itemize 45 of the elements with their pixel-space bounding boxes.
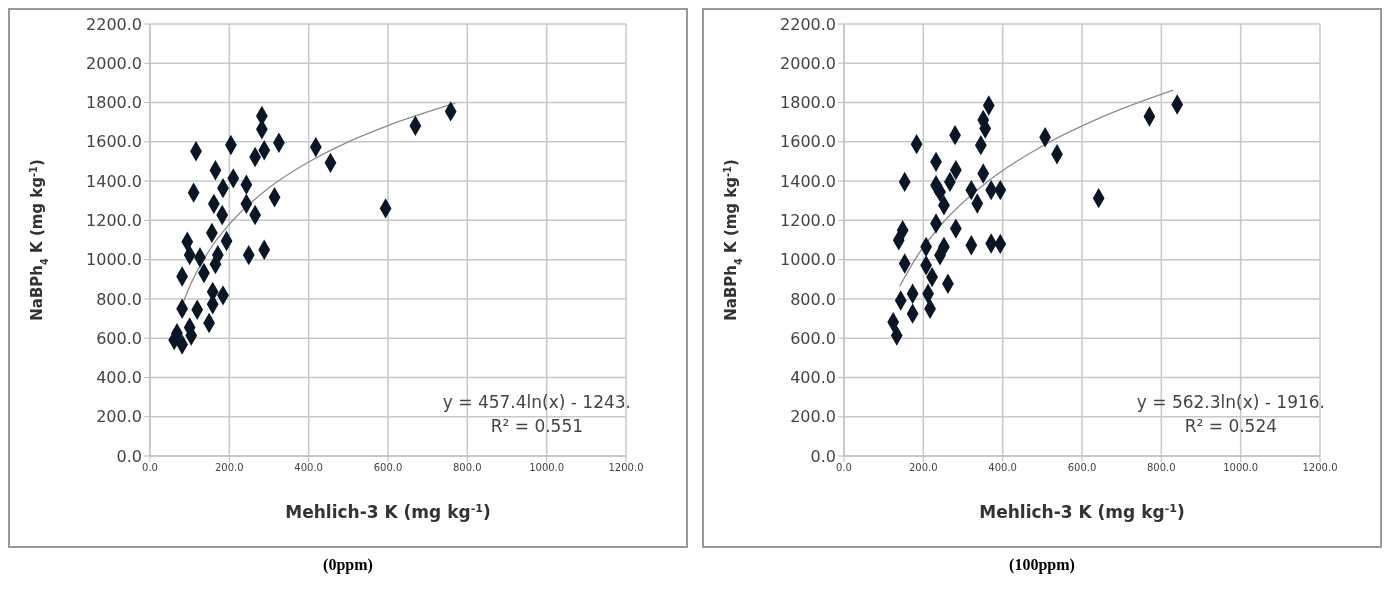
y-tick-label: 1400.0 [86,171,142,191]
y-tick-label: 1200.0 [780,211,836,231]
x-tick-label: 1000.0 [1223,462,1259,474]
y-tick-label: 2200.0 [86,14,142,34]
y-tick-label: 1600.0 [780,132,836,152]
y-tick-label: 600.0 [790,328,836,348]
x-tick-label: 400.0 [988,462,1017,474]
x-tick-label: 400.0 [294,462,323,474]
x-tick-label: 600.0 [1067,462,1097,474]
y-tick-label: 400.0 [96,368,142,388]
annotation: R² = 0.524 [1183,415,1279,438]
x-tick-label: 1200.0 [608,462,644,474]
x-tick-label: 600.0 [373,462,403,474]
y-tick-label: 1800.0 [780,93,836,113]
y-tick-label: 1000.0 [86,250,142,270]
x-tick-label: 800.0 [453,462,482,474]
x-tick-label: 0.0 [142,462,158,474]
x-axis-title: Mehlich-3 K (mg kg$^{-1}$) [979,501,1185,522]
text: (100ppm) [1008,556,1076,574]
y-tick-label: 1800.0 [86,93,142,113]
x-tick-label: 1200.0 [1302,462,1338,474]
line-series [898,89,1174,288]
text: (0ppm) [322,556,374,574]
annotation: y = 457.4ln(x) - 1243. [442,391,631,414]
y-tick-label: 200.0 [790,407,836,427]
y-tick-label: 600.0 [96,328,142,348]
y-tick-label: 1000.0 [780,250,836,270]
y-tick-label: 200.0 [96,407,142,427]
y-tick-label: 1600.0 [86,132,142,152]
y-tick-label: 400.0 [790,368,836,388]
x-tick-label: 1000.0 [529,462,565,474]
y-tick-label: 1200.0 [86,211,142,231]
x-axis-title: Mehlich-3 K (mg kg$^{-1}$) [285,501,491,522]
y-tick-label: 2000.0 [86,53,142,73]
y-tick-label: 800.0 [96,289,142,309]
y-tick-label: 2200.0 [780,14,836,34]
x-tick-label: 200.0 [909,462,938,474]
y-tick-label: 2000.0 [780,53,836,73]
y-tick-label: 800.0 [790,289,836,309]
x-tick-label: 800.0 [1147,462,1176,474]
x-tick-label: 200.0 [215,462,244,474]
x-tick-label: 0.0 [836,462,852,474]
annotation: R² = 0.551 [489,415,585,438]
annotation: y = 562.3ln(x) - 1916. [1136,391,1325,414]
y-tick-label: 1400.0 [780,171,836,191]
